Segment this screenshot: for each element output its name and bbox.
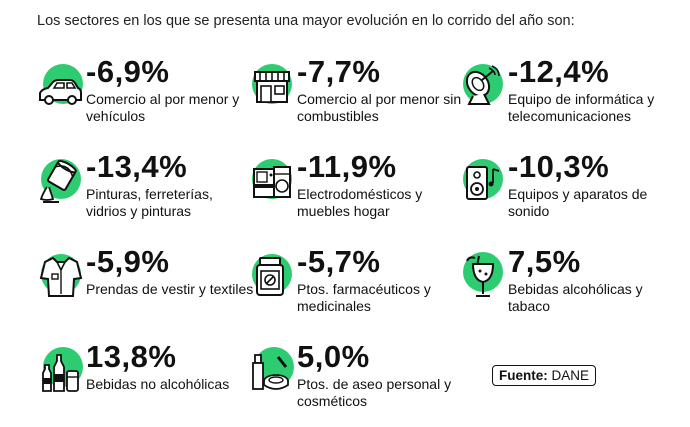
sector-card-soft-drinks: 13,8% Bebidas no alcohólicas [37, 339, 252, 425]
shirt-icon [37, 252, 83, 302]
car-icon [37, 62, 83, 112]
sector-label: Comercio al por menor sin combustibles [297, 91, 462, 124]
cocktail-icon [459, 252, 505, 302]
sector-value: 5,0% [297, 339, 370, 374]
speaker-icon [459, 157, 505, 207]
cosmetics-icon [248, 347, 294, 397]
sector-value: -5,7% [297, 244, 381, 279]
sector-value: -12,4% [508, 54, 610, 89]
sector-card-clothing: -5,9% Prendas de vestir y textiles [37, 244, 253, 330]
sector-card-cosmetics: 5,0% Ptos. de aseo personal y cosméticos [248, 339, 463, 425]
sector-value: -6,9% [86, 54, 170, 89]
sector-card-paint: -13,4% Pinturas, ferreterías, vidrios y … [37, 149, 252, 235]
sector-label: Equipo de informática y telecomunicacion… [508, 91, 655, 124]
sector-card-pharma: -5,7% Ptos. farmacéuticos y medicinales [248, 244, 463, 330]
sector-value: -10,3% [508, 149, 610, 184]
sector-value: -11,9% [297, 149, 397, 184]
satellite-icon [459, 62, 505, 112]
sector-label: Electrodomésticos y muebles hogar [297, 186, 423, 219]
source-value: DANE [551, 368, 590, 383]
sector-value: -5,9% [86, 244, 170, 279]
sector-label: Bebidas alcohólicas y tabaco [508, 281, 643, 314]
store-icon [248, 62, 294, 112]
sector-label: Prendas de vestir y textiles [86, 281, 254, 297]
source-badge: Fuente: DANE [492, 365, 597, 386]
sector-card-it: -12,4% Equipo de informática y telecomun… [459, 54, 674, 140]
sector-label: Comercio al por menor y vehículos [86, 91, 240, 124]
sector-label: Bebidas no alcohólicas [86, 376, 230, 392]
sector-label: Ptos. de aseo personal y cosméticos [297, 376, 452, 409]
sector-card-vehicles: -6,9% Comercio al por menor y vehículos [37, 54, 252, 140]
medicine-jar-icon [248, 252, 294, 302]
bottles-icon [37, 347, 83, 397]
sector-value: 7,5% [508, 244, 581, 279]
sector-label: Ptos. farmacéuticos y medicinales [297, 281, 431, 314]
paint-can-icon [37, 157, 83, 207]
appliances-icon [248, 157, 294, 207]
sector-label: Equipos y aparatos de sonido [508, 186, 648, 219]
source-label: Fuente: [499, 368, 548, 383]
sector-card-alcohol: 7,5% Bebidas alcohólicas y tabaco [459, 244, 674, 330]
sector-card-appliances: -11,9% Electrodomésticos y muebles hogar [248, 149, 463, 235]
sector-card-retail: -7,7% Comercio al por menor sin combusti… [248, 54, 463, 140]
sector-card-sound: -10,3% Equipos y aparatos de sonido [459, 149, 674, 235]
sector-value: -7,7% [297, 54, 381, 89]
sector-value: 13,8% [86, 339, 177, 374]
intro-text: Los sectores en los que se presenta una … [37, 13, 575, 29]
sector-value: -13,4% [86, 149, 188, 184]
sector-label: Pinturas, ferreterías, vidrios y pintura… [86, 186, 213, 219]
